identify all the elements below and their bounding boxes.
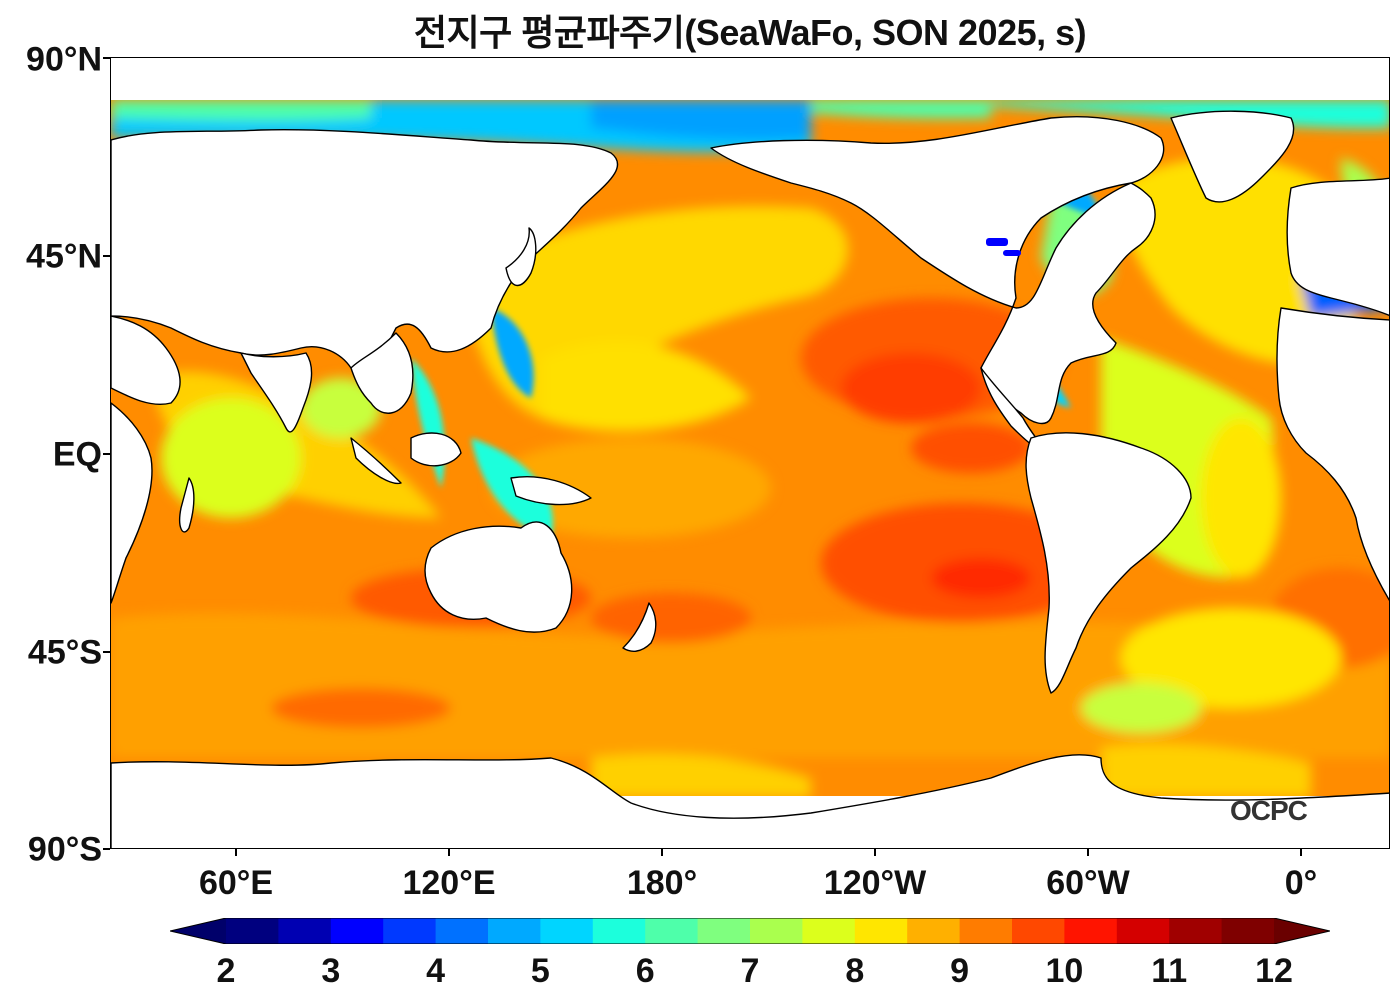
colorbar-swatch — [1116, 918, 1170, 944]
colorbar-swatch — [488, 918, 541, 944]
colorbar-swatch — [645, 918, 699, 944]
lon-tick — [1087, 849, 1089, 856]
colorbar-tick-label: 7 — [740, 952, 760, 990]
colorbar-swatch — [907, 918, 961, 944]
land-south-america — [1025, 432, 1192, 694]
inland-lakes — [986, 238, 1021, 256]
lon-tick — [874, 849, 876, 856]
land-antarctica — [111, 754, 1389, 848]
colorbar-tick-label: 12 — [1255, 952, 1293, 990]
lon-tick — [1300, 849, 1302, 856]
colorbar-swatch — [959, 918, 1013, 944]
colorbar-swatch — [330, 918, 384, 944]
colorbar-swatch — [383, 918, 437, 944]
lon-label-60e: 60°E — [198, 864, 274, 902]
colorbar-tick-label: 9 — [950, 952, 970, 990]
lat-label-90s: 90°S — [27, 830, 102, 869]
colorbar — [169, 917, 1331, 945]
lat-tick — [103, 453, 110, 455]
land-masses — [111, 110, 1389, 848]
colorbar-tick-label: 2 — [216, 952, 236, 990]
lat-tick — [103, 651, 110, 653]
colorbar-swatch — [697, 918, 751, 944]
land-arabia — [111, 315, 181, 405]
land-se-asia — [350, 332, 414, 414]
colorbar-over-arrow — [1274, 918, 1330, 944]
lat-label-45s: 45°S — [27, 633, 102, 672]
land-new-zealand — [622, 602, 657, 652]
colorbar-swatch — [1012, 918, 1065, 944]
lon-tick — [661, 849, 663, 856]
colorbar-tick-label: 6 — [635, 952, 655, 990]
lon-label-120e: 120°E — [402, 864, 496, 902]
lon-label-180: 180° — [626, 864, 698, 902]
lon-label-0: 0° — [1284, 864, 1318, 902]
colorbar-swatch — [1221, 918, 1275, 944]
colorbar-swatch — [750, 918, 803, 944]
colorbar-swatch — [540, 918, 594, 944]
colorbar-tick-label: 4 — [426, 952, 446, 990]
colorbar-swatch — [226, 918, 279, 944]
colorbar-swatch — [435, 918, 489, 944]
lat-label-90n: 90°N — [26, 40, 102, 79]
colorbar-swatch — [1169, 918, 1223, 944]
colorbar-tick-label: 5 — [530, 952, 550, 990]
lat-label-45n: 45°N — [26, 237, 102, 276]
lat-tick — [103, 848, 110, 850]
lon-label-60w: 60°W — [1046, 864, 1130, 902]
colorbar-tick-label: 8 — [845, 952, 865, 990]
land-new-guinea — [510, 476, 592, 506]
land-australia — [424, 521, 573, 633]
map-title: 전지구 평균파주기(SeaWaFo, SON 2025, s) — [413, 12, 1087, 53]
land-sumatra — [350, 437, 402, 485]
ocean-field — [111, 100, 1389, 796]
land-north-america — [710, 116, 1165, 425]
colorbar-tick-label: 11 — [1151, 952, 1188, 990]
wave-period-map — [111, 100, 1389, 848]
colorbar-swatch — [278, 918, 332, 944]
land-europe — [1286, 177, 1389, 316]
lon-tick — [448, 849, 450, 856]
lat-tick — [103, 255, 110, 257]
land-borneo — [410, 432, 462, 467]
land-greenland — [1170, 110, 1295, 203]
lon-tick — [235, 849, 237, 856]
land-africa — [111, 402, 153, 604]
colorbar-swatch — [854, 918, 908, 944]
colorbar-swatch — [592, 918, 646, 944]
colorbar-swatch — [1064, 918, 1118, 944]
ocpc-watermark: OCPC — [1230, 795, 1308, 826]
colorbar-swatch — [802, 918, 856, 944]
colorbar-svg — [169, 917, 1331, 945]
map-frame — [110, 57, 1390, 849]
land-africa-east — [1276, 307, 1389, 601]
land-india — [240, 352, 313, 433]
colorbar-tick-label: 3 — [321, 952, 341, 990]
lat-label-eq: EQ — [52, 435, 102, 474]
land-japan — [505, 227, 537, 287]
ocean-contours — [111, 100, 1389, 796]
land-eurasia-west — [111, 129, 619, 376]
lat-tick — [103, 57, 110, 59]
colorbar-tick-label: 10 — [1045, 952, 1084, 990]
land-madagascar — [179, 477, 195, 533]
lon-label-120w: 120°W — [823, 864, 927, 902]
colorbar-under-arrow — [170, 918, 226, 944]
